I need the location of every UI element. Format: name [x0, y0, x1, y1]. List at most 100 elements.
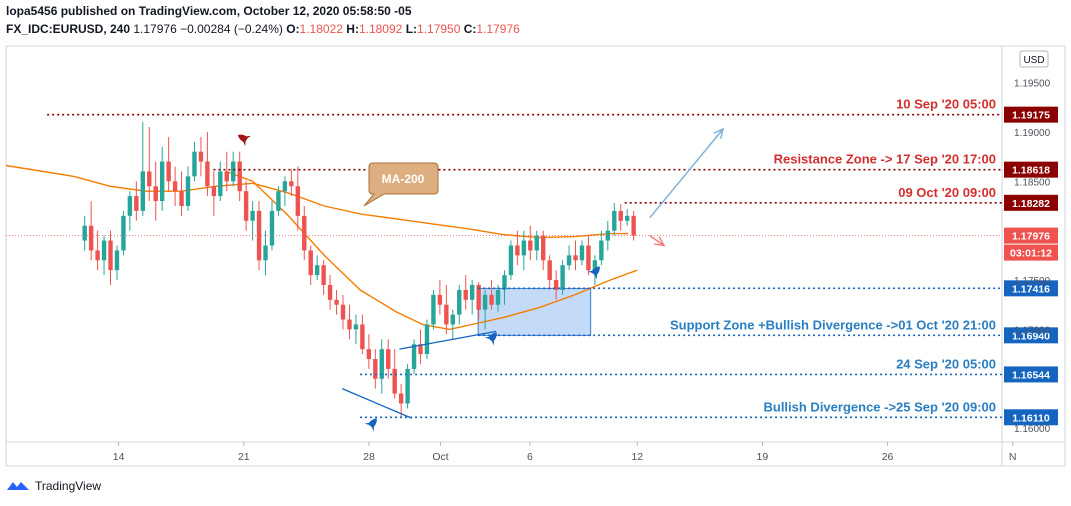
candle-body: [618, 210, 623, 221]
x-tick-label: 12: [631, 451, 643, 463]
candle: [411, 339, 417, 374]
candle-body: [599, 240, 604, 261]
low-value: 1.17950: [417, 22, 461, 36]
candle: [424, 319, 430, 360]
candle-body: [418, 344, 423, 355]
candle-body: [263, 245, 268, 261]
candle-body: [256, 210, 262, 261]
close-label: C:: [463, 22, 477, 36]
candle-body: [547, 260, 552, 281]
ma-short-line: [225, 170, 638, 331]
high-label: H:: [346, 22, 359, 36]
publisher-line: lopa5456 published on TradingView.com, O…: [6, 4, 412, 18]
price-tag: [1004, 194, 1058, 211]
candle-body: [469, 284, 475, 300]
x-tick-label: 6: [527, 451, 533, 463]
candle-body: [495, 289, 501, 305]
candle: [547, 255, 552, 290]
price-tag-label: 1.16940: [1012, 330, 1050, 342]
close-value: 1.17976: [476, 22, 520, 36]
candle: [521, 230, 527, 271]
candle-body: [340, 304, 346, 320]
level-annotation: Resistance Zone -> 17 Sep '20 17:00: [774, 152, 996, 167]
candle: [108, 230, 113, 285]
candle: [347, 304, 352, 340]
level-annotation: Bullish Divergence ->25 Sep '20 09:00: [763, 399, 996, 414]
last-price: 1.17976: [133, 22, 177, 36]
open-label: O:: [286, 22, 300, 36]
candle: [379, 339, 384, 394]
candle: [618, 204, 623, 231]
candle: [172, 166, 178, 206]
candle-body: [624, 215, 630, 221]
candle-body: [489, 294, 494, 305]
candle-body: [302, 215, 307, 251]
candle-body: [282, 181, 288, 192]
candle-body: [373, 359, 378, 379]
candle-body: [314, 265, 320, 276]
candle: [295, 166, 301, 231]
candle-body: [521, 240, 527, 256]
level-1.19175: 10 Sep '20 05:00 1.19175: [47, 97, 1058, 123]
low-label: L:: [405, 22, 418, 36]
price-tag: [1004, 106, 1058, 123]
candle-body: [476, 284, 481, 310]
candle: [250, 201, 255, 241]
candle: [314, 255, 320, 281]
candle: [437, 280, 443, 315]
candle: [457, 284, 462, 325]
y-tick-label: 1.16000: [1014, 424, 1051, 435]
candle: [599, 230, 604, 266]
candle-body: [179, 191, 184, 206]
current-price-tag: [1004, 227, 1058, 244]
candle-body: [231, 161, 236, 182]
ma-200-callout: MA-200: [363, 162, 439, 207]
candle: [528, 225, 533, 261]
candle-body: [243, 191, 249, 221]
x-tick-label: 28: [363, 451, 375, 463]
candle: [495, 284, 501, 312]
candle: [534, 230, 539, 261]
candle-body: [353, 324, 359, 330]
candle: [205, 131, 210, 197]
candle-body: [431, 294, 436, 325]
candle: [243, 181, 249, 231]
candle: [127, 191, 133, 231]
candle-body: [566, 255, 572, 266]
level-1.16544: 24 Sep '20 05:00 1.16544: [360, 356, 1058, 383]
candle: [179, 171, 184, 216]
x-tick-label: N: [1009, 451, 1017, 463]
candle-body: [250, 210, 255, 221]
candle: [624, 208, 630, 226]
candle: [502, 270, 507, 305]
countdown-label: 03:01:12: [1010, 248, 1052, 260]
candle-body: [612, 210, 617, 231]
level-1.16110: Bullish Divergence ->25 Sep '20 09:00 1.1…: [360, 399, 1058, 426]
price-tag: [1004, 366, 1058, 383]
candle: [631, 210, 636, 241]
candle: [444, 284, 449, 335]
candle-body: [457, 289, 462, 315]
price-tag: [1004, 327, 1058, 344]
x-tick-label: Oct: [432, 451, 448, 463]
candle-body: [327, 284, 333, 300]
candle: [198, 136, 204, 177]
candle: [218, 161, 223, 202]
candle-body: [159, 161, 165, 202]
candle: [88, 201, 94, 261]
candle-body: [192, 151, 197, 177]
candle-body: [205, 161, 210, 187]
candle-body: [101, 240, 107, 261]
candle-body: [269, 210, 275, 246]
candle-body: [579, 245, 585, 261]
candle: [579, 240, 585, 266]
candle: [541, 230, 546, 271]
currency-button[interactable]: USD: [1019, 50, 1049, 68]
candle: [134, 181, 139, 221]
rocket-sell-icon: [237, 134, 252, 147]
rocket-buy-icon: [364, 418, 377, 432]
candle: [418, 329, 423, 364]
tradingview-footer[interactable]: TradingView: [6, 479, 101, 493]
candle: [566, 245, 572, 271]
